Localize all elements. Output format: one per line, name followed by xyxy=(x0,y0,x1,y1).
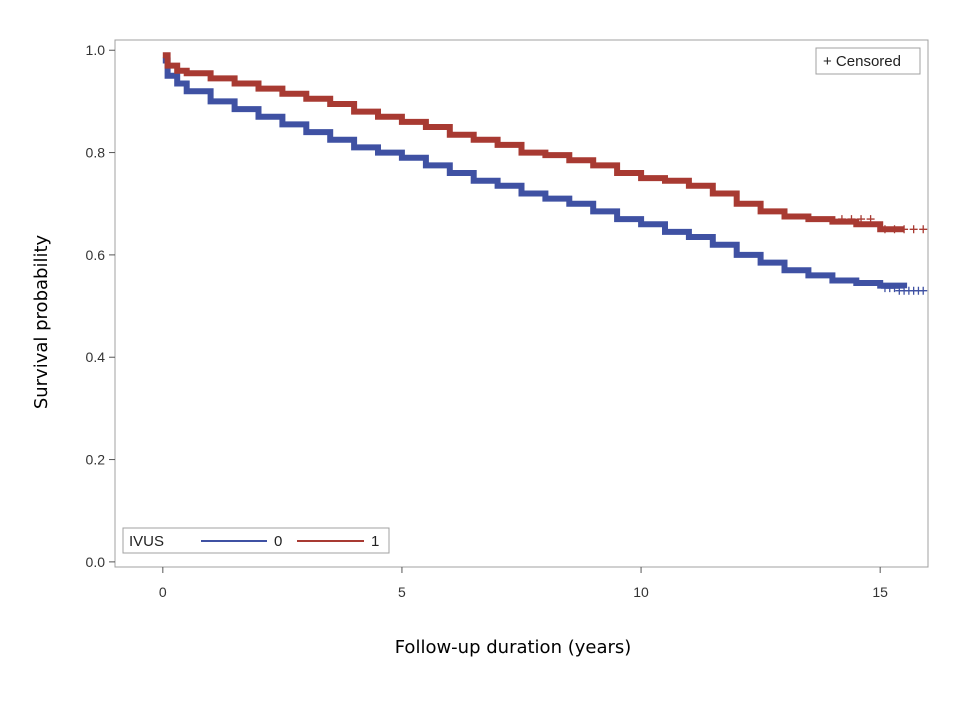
censor-mark xyxy=(837,215,846,224)
series-line-0 xyxy=(162,57,908,289)
legend-entry-1: 1 xyxy=(371,533,379,550)
y-tick-label: 0.0 xyxy=(86,554,106,570)
y-tick-label: 0.6 xyxy=(86,247,106,263)
y-axis-title: Survival probability xyxy=(31,234,52,409)
y-tick-label: 0.2 xyxy=(86,452,106,468)
censor-mark xyxy=(847,215,856,224)
y-axis: 0.0 0.2 0.4 0.6 0.8 1.0 xyxy=(86,42,115,570)
censor-legend-frame xyxy=(815,47,921,75)
series-line-1 xyxy=(162,52,905,233)
censor-layer xyxy=(837,215,928,295)
x-tick-label: 0 xyxy=(159,584,167,600)
censor-legend: + Censored xyxy=(815,47,921,75)
y-tick-label: 0.8 xyxy=(86,145,106,161)
censor-mark xyxy=(900,225,909,234)
legend-entry-0: 0 xyxy=(274,533,282,550)
x-tick-label: 10 xyxy=(633,584,649,600)
y-tick-label: 1.0 xyxy=(86,42,106,58)
series-legend: IVUS 0 1 xyxy=(122,527,390,554)
censor-mark xyxy=(919,225,928,234)
x-tick-label: 5 xyxy=(398,584,406,600)
censor-mark xyxy=(857,215,866,224)
y-tick-label: 0.4 xyxy=(86,349,106,365)
censor-mark xyxy=(866,215,875,224)
censor-mark xyxy=(909,225,918,234)
x-axis: 0 5 10 15 xyxy=(159,567,888,600)
censor-mark xyxy=(890,225,899,234)
censor-legend-label: + Censored xyxy=(823,53,901,70)
x-axis-title: Follow-up duration (years) xyxy=(395,637,632,658)
x-tick-label: 15 xyxy=(872,584,888,600)
plot-frame xyxy=(114,39,929,568)
series-layer xyxy=(162,52,908,289)
censor-mark xyxy=(880,225,889,234)
censor-mark xyxy=(890,284,899,293)
series-legend-title: IVUS xyxy=(129,533,164,550)
censor-mark xyxy=(919,286,928,295)
